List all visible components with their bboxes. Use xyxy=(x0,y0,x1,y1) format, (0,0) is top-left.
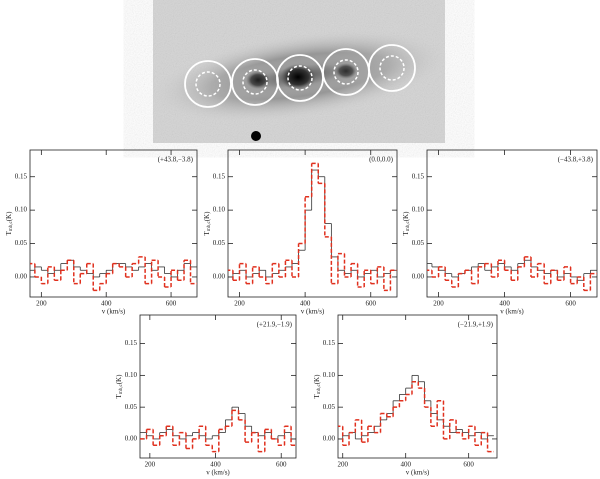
spectrum-series xyxy=(338,374,494,440)
x-tick-label: 200 xyxy=(234,300,245,308)
spectrum-series xyxy=(228,169,397,278)
panel-annotation: (−21.9,+1.9) xyxy=(458,321,494,329)
x-tick-label: 400 xyxy=(210,461,221,469)
plot-frame xyxy=(139,314,297,459)
spectrum-series xyxy=(427,256,597,292)
spectrum-series xyxy=(30,256,197,292)
y-label-unit: (K) xyxy=(203,211,211,221)
y-tick-label: 0.15 xyxy=(213,172,226,180)
x-tick-label: 600 xyxy=(365,300,376,308)
y-label-unit: (K) xyxy=(115,374,123,384)
step-riser xyxy=(431,256,592,291)
x-tick-label: 400 xyxy=(499,300,510,308)
spectrum-panel: 200 400 600 0.00 0.05 0.10 0.15 v (km/s) Tmb,c(K… xyxy=(313,314,498,477)
step-riser xyxy=(146,407,292,439)
y-label-subscript: mb,c xyxy=(207,221,212,232)
panel-annotation: (−43.8,+3.8) xyxy=(558,156,594,164)
x-tick-label: 600 xyxy=(166,300,177,308)
y-tick-label: 0.10 xyxy=(15,206,28,214)
y-tick-label: 0.00 xyxy=(125,435,138,443)
spectrum-panel: 200 400 600 0.00 0.05 0.10 0.15 v (km/s) Tmb,c(K… xyxy=(5,149,198,316)
step-riser xyxy=(145,410,292,452)
y-label-subscript: mb,c xyxy=(406,221,411,232)
x-tick-label: 200 xyxy=(433,300,444,308)
x-tick-label: 600 xyxy=(565,300,576,308)
y-axis-label: Tmb,c(K) xyxy=(402,211,412,236)
step-riser xyxy=(341,381,489,452)
spectrum-series xyxy=(140,406,296,440)
y-tick-label: 0.00 xyxy=(412,273,425,281)
galaxy-image xyxy=(151,0,449,143)
y-tick-label: 0.15 xyxy=(412,172,425,180)
y-axis-label: Tmb,c(K) xyxy=(115,374,125,399)
x-tick-label: 400 xyxy=(101,300,112,308)
x-tick-label: 400 xyxy=(300,300,311,308)
step-riser xyxy=(232,163,392,291)
y-tick-label: 0.15 xyxy=(15,172,28,180)
y-label-subscript: mb,c xyxy=(317,384,322,395)
y-tick-label: 0.05 xyxy=(15,239,28,247)
plot-frame xyxy=(227,149,398,298)
spectrum-series xyxy=(228,162,397,292)
x-tick-label: 600 xyxy=(276,461,287,469)
y-axis-label: Tmb,c(K) xyxy=(203,211,213,236)
y-label-unit: (K) xyxy=(402,211,410,221)
spectrum-panel: 200 400 600 0.00 0.05 0.10 0.15 v (km/s) Tmb,c(K… xyxy=(115,314,297,477)
y-tick-label: 0.10 xyxy=(412,206,425,214)
step-riser xyxy=(34,256,192,291)
y-label-symbol: T xyxy=(115,393,123,398)
x-axis-label: v (km/s) xyxy=(102,308,126,316)
y-label-symbol: T xyxy=(313,393,321,398)
plot-frame xyxy=(337,314,498,459)
y-tick-label: 0.10 xyxy=(323,371,336,379)
panel-annotation: (+21.9,−1.9) xyxy=(257,321,293,329)
y-label-symbol: T xyxy=(5,230,13,235)
plot-frame xyxy=(29,149,198,298)
inner-circles xyxy=(195,55,405,97)
plot-frame xyxy=(426,149,598,298)
x-axis-label: v (km/s) xyxy=(406,469,430,477)
y-tick-label: 0.05 xyxy=(213,239,226,247)
y-tick-label: 0.00 xyxy=(323,435,336,443)
y-tick-label: 0.05 xyxy=(125,403,138,411)
x-tick-label: 200 xyxy=(145,461,156,469)
x-axis-label: v (km/s) xyxy=(301,308,325,316)
y-label-subscript: mb,c xyxy=(119,384,124,395)
x-tick-label: 200 xyxy=(36,300,47,308)
x-tick-label: 600 xyxy=(463,461,474,469)
y-tick-label: 0.10 xyxy=(125,371,138,379)
step-riser xyxy=(342,375,488,439)
y-label-unit: (K) xyxy=(5,211,13,221)
spectrum-series xyxy=(140,409,296,453)
y-tick-label: 0.00 xyxy=(213,273,226,281)
x-axis-label: v (km/s) xyxy=(206,469,230,477)
step-riser xyxy=(34,260,191,277)
y-axis-label: Tmb,c(K) xyxy=(313,374,323,399)
spectrum-series xyxy=(338,380,494,453)
step-riser xyxy=(232,170,391,277)
beam-circles xyxy=(184,44,416,108)
spectrum-panel: 200 400 600 0.00 0.05 0.10 0.15 v (km/s) Tmb,c(K… xyxy=(203,149,398,316)
panel-annotation: (+43.8,−3.8) xyxy=(158,156,194,164)
y-tick-label: 0.15 xyxy=(323,339,336,347)
panel-annotation: (0.0,0.0) xyxy=(369,156,394,164)
y-label-unit: (K) xyxy=(313,374,321,384)
y-tick-label: 0.05 xyxy=(323,403,336,411)
x-tick-label: 400 xyxy=(400,461,411,469)
y-tick-label: 0.05 xyxy=(412,239,425,247)
y-label-symbol: T xyxy=(203,230,211,235)
y-axis-label: Tmb,c(K) xyxy=(5,211,15,236)
y-tick-label: 0.10 xyxy=(213,206,226,214)
spectrum-panel: 200 400 600 0.00 0.05 0.10 0.15 v (km/s) Tmb,c(K… xyxy=(402,149,598,316)
y-label-subscript: mb,c xyxy=(9,221,14,232)
x-axis-label: v (km/s) xyxy=(500,308,524,316)
y-tick-label: 0.15 xyxy=(125,339,138,347)
x-tick-label: 200 xyxy=(337,461,348,469)
y-tick-label: 0.00 xyxy=(15,273,28,281)
y-label-symbol: T xyxy=(402,230,410,235)
